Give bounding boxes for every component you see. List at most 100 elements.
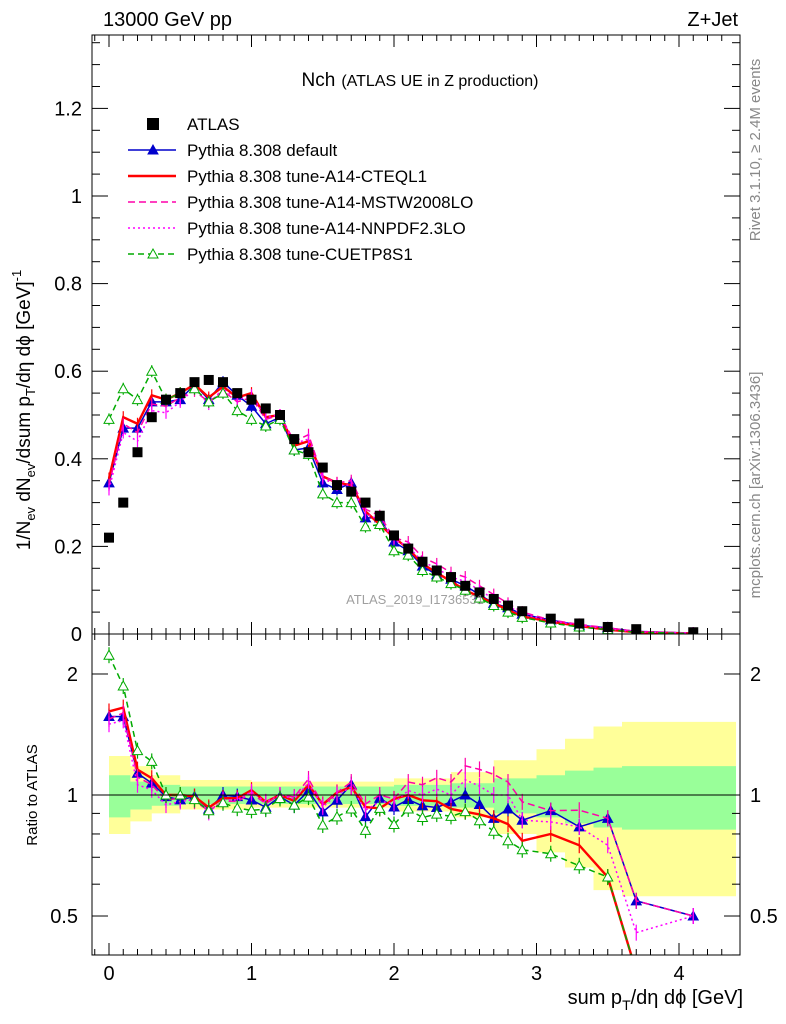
atlas-data-point [574, 618, 585, 629]
ratio-tick-label-right: 2 [750, 664, 761, 686]
x-tick-label: 1 [246, 963, 257, 985]
series-5-point [188, 382, 201, 394]
rivet-version-label: Rivet 3.1.10, ≥ 2.4M events [747, 59, 764, 242]
atlas-data-point [161, 394, 171, 405]
x-axis-label: sum pT/dη dϕ [GeV] [568, 987, 743, 1013]
series-5-point [516, 611, 529, 622]
legend: ATLAS Pythia 8.308 default Pythia 8.308 tu… [128, 115, 473, 264]
legend-entry: Pythia 8.308 tune-CUETP8S1 [128, 245, 413, 264]
ratio-tick-label: 0.5 [50, 906, 78, 928]
series-5-point [445, 577, 457, 589]
series-5-ratio-point [217, 796, 229, 808]
y-tick-label: 1.2 [54, 98, 82, 120]
atlas-data-point [417, 556, 428, 567]
atlas-data-point [389, 530, 399, 541]
series-5-ratio-point [430, 808, 443, 819]
x-tick-label: 2 [388, 963, 399, 985]
series-5-ratio-point [573, 859, 586, 871]
series-5-ratio-point [131, 744, 144, 756]
series-5-ratio-point [473, 814, 486, 826]
series-5-point [145, 365, 158, 376]
atlas-data-point [360, 497, 371, 508]
series-5-point [103, 413, 115, 424]
series-5-point [473, 592, 486, 603]
atlas-data-point [118, 497, 129, 508]
legend-marker [147, 118, 159, 130]
series-5-point [288, 444, 301, 455]
atlas-data-point [146, 412, 157, 423]
legend-label: Pythia 8.308 tune-A14-MSTW2008LO [187, 193, 473, 212]
legend-entry: Pythia 8.308 tune-A14-CTEQL1 [128, 167, 427, 186]
series-5-point [502, 606, 514, 617]
atlas-data-point [346, 486, 357, 497]
legend-entry: ATLAS [147, 115, 240, 134]
atlas-data-point [232, 388, 243, 399]
series-5-point [217, 387, 229, 398]
atlas-data-point [289, 434, 300, 445]
ratio-axis-label: Ratio to ATLAS [24, 744, 41, 845]
x-tick-label: 0 [103, 963, 114, 985]
header-left: 13000 GeV pp [103, 9, 232, 31]
legend-entry: Pythia 8.308 tune-A14-NNPDF2.3LO [128, 219, 466, 238]
series-4-ratio-line [108, 719, 694, 934]
y-tick-label: 0.6 [54, 361, 82, 383]
series-5-ratio-point [388, 818, 400, 830]
ratio-tick-label-right: 0.5 [750, 906, 778, 928]
series-5-ratio-point [631, 967, 641, 976]
legend-marker [147, 247, 159, 259]
atlas-data-point [203, 374, 214, 385]
series-5-ratio-point [487, 825, 500, 836]
series-5-ratio-point [231, 802, 244, 813]
axes-layer: 0 1 2 3 4 0 0.2 0.4 0.6 0.8 1 1.2 0.5 0.5 1 1 2 2 [50, 35, 778, 985]
series-5-point [259, 419, 272, 431]
header-right: Z+Jet [687, 9, 738, 31]
series-5-ratio-point [188, 793, 201, 805]
series-5-point [331, 496, 343, 508]
series-5-ratio-point [259, 803, 272, 814]
atlas-data-point [403, 543, 414, 554]
legend-label: Pythia 8.308 tune-A14-NNPDF2.3LO [187, 219, 466, 238]
series-1-ratio-point [502, 802, 514, 814]
y-tick-label: 1 [71, 186, 82, 208]
series-5-ratio-point [274, 792, 286, 804]
atlas-data-point [104, 532, 114, 543]
analysis-watermark: ATLAS_2019_I1736531 [346, 592, 484, 607]
series-5-point [402, 549, 415, 560]
atlas-data-point [246, 394, 257, 405]
atlas-data-point [446, 572, 456, 583]
atlas-data-point [332, 480, 342, 491]
series-5-ratio-point [288, 799, 301, 810]
y-tick-label: 0 [71, 624, 82, 646]
series-1-point [245, 400, 258, 411]
series-5-point [373, 518, 386, 529]
series-5-ratio-point [202, 804, 215, 816]
legend-label: Pythia 8.308 tune-CUETP8S1 [187, 245, 413, 264]
atlas-data-point [132, 447, 143, 458]
series-5-ratio-point [502, 834, 514, 846]
series-5-point [359, 520, 372, 532]
series-5-point [202, 395, 215, 407]
legend-entry: Pythia 8.308 default [128, 141, 338, 160]
atlas-data-point [474, 587, 485, 598]
atlas-data-point [175, 388, 186, 399]
series-5-ratio-point [302, 791, 315, 802]
series-5-ratio-point [402, 802, 415, 814]
series-5-point [487, 599, 500, 611]
series-5-ratio-point [601, 871, 614, 882]
series-5-point [345, 496, 358, 508]
atlas-data-point [218, 377, 228, 388]
atlas-data-point [431, 565, 442, 576]
series-5-point [231, 404, 244, 416]
legend-label: Pythia 8.308 tune-A14-CTEQL1 [187, 167, 427, 186]
series-5-ratio-point [345, 802, 358, 814]
legend-label: Pythia 8.308 default [187, 141, 338, 160]
atlas-data-point [374, 510, 385, 521]
series-5-ratio-point [331, 810, 343, 822]
ratio-tick-label: 1 [67, 785, 78, 807]
legend-label: ATLAS [187, 115, 240, 134]
plot-title: Nch (ATLAS UE in Z production) [302, 70, 539, 91]
series-5-ratio-point [373, 802, 386, 813]
series-5-ratio-point [445, 810, 457, 821]
atlas-data-point [488, 593, 499, 604]
